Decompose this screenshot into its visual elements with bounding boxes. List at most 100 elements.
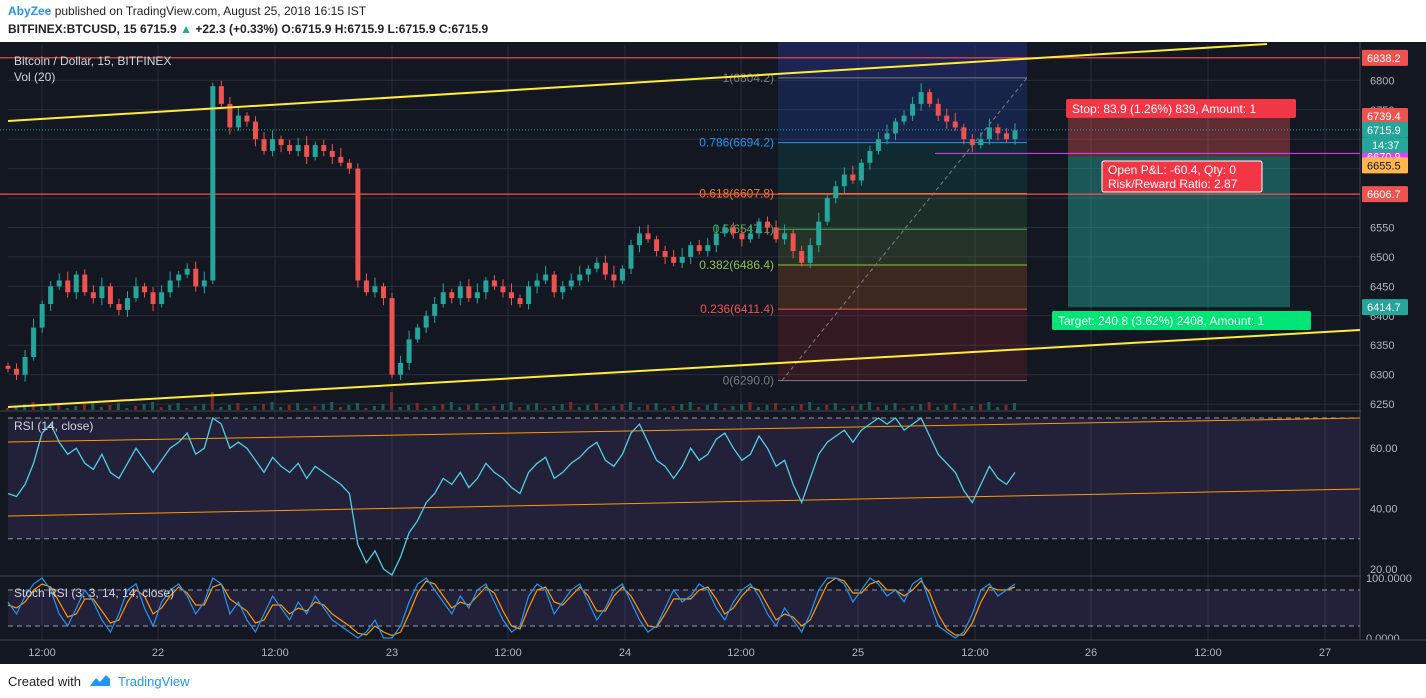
price-tag-label: 6739.4 bbox=[1367, 111, 1401, 123]
price-tick-label: 6500 bbox=[1370, 252, 1394, 264]
fib-zone bbox=[778, 229, 1027, 265]
candle-body bbox=[39, 304, 45, 328]
volume-bar bbox=[210, 392, 214, 410]
price-tag-label: 6606.7 bbox=[1367, 189, 1401, 201]
candle-body bbox=[176, 274, 182, 281]
price-tag-box bbox=[1362, 186, 1408, 203]
volume-bar bbox=[168, 405, 172, 410]
volume-bar bbox=[884, 405, 888, 410]
volume-bar bbox=[756, 407, 760, 410]
volume-bar bbox=[893, 403, 897, 410]
volume-bar bbox=[765, 405, 769, 410]
rsi-tick-label: 60.00 bbox=[1370, 443, 1398, 455]
candle-body bbox=[440, 292, 446, 305]
fib-level-label: 0.236(6411.4) bbox=[700, 302, 774, 316]
candle-body bbox=[321, 145, 327, 151]
volume-bar bbox=[500, 404, 504, 410]
candle-body bbox=[696, 245, 702, 252]
volume-bar bbox=[296, 403, 300, 410]
candle-body bbox=[159, 292, 165, 305]
price-tag-label: 6838.2 bbox=[1367, 53, 1401, 65]
candle-body bbox=[978, 139, 984, 146]
stop-label: Stop: 83.9 (1.26%) 839, Amount: 1 bbox=[1072, 102, 1256, 116]
candle-body bbox=[363, 280, 369, 293]
candle-body bbox=[671, 256, 677, 263]
volume-bar bbox=[1013, 403, 1016, 410]
time-tick-label: 26 bbox=[1085, 647, 1097, 659]
candle-body bbox=[22, 357, 28, 375]
candle-body bbox=[423, 315, 429, 328]
volume-bar bbox=[722, 408, 726, 410]
fib-trend-line bbox=[781, 77, 1028, 381]
rsi-tick-label: 40.00 bbox=[1370, 504, 1398, 516]
volume-bar bbox=[961, 408, 965, 410]
overlay-labels: Bitcoin / Dollar, 15, BITFINEX Vol (20) … bbox=[14, 54, 174, 600]
candle-body bbox=[90, 292, 96, 299]
candle-body bbox=[935, 103, 941, 116]
volume-bar bbox=[603, 408, 607, 410]
pnl-label-box bbox=[1101, 160, 1263, 193]
candle-body bbox=[346, 162, 352, 169]
price-tick-label: 6550 bbox=[1370, 223, 1394, 235]
candle-body bbox=[372, 286, 378, 293]
tradingview-link[interactable]: TradingView bbox=[118, 674, 190, 689]
candle-body bbox=[893, 121, 899, 134]
volume-bar bbox=[714, 403, 718, 410]
price-tick-label: 6300 bbox=[1370, 370, 1394, 382]
trend-lines bbox=[7, 43, 1361, 408]
created-with-text: Created with bbox=[8, 674, 81, 689]
candle-body bbox=[833, 186, 839, 199]
volume-bar bbox=[116, 403, 120, 410]
author-link[interactable]: AbyZee bbox=[8, 4, 52, 18]
price-chart[interactable]: 1(6804.2)0.786(6694.2)0.618(6607.8)0.5(6… bbox=[0, 0, 1426, 664]
candle-body bbox=[466, 286, 472, 299]
candle-body bbox=[594, 262, 600, 269]
ohlc-text: O:6715.9 H:6715.9 L:6715.9 C:6715.9 bbox=[281, 22, 489, 36]
candle-body bbox=[927, 92, 933, 104]
candle-body bbox=[483, 280, 489, 293]
candle-body bbox=[944, 115, 950, 122]
candle-body bbox=[654, 239, 660, 252]
candle-body bbox=[449, 292, 455, 299]
volume-bar bbox=[577, 407, 581, 410]
published-text: published on TradingView.com, August 25,… bbox=[54, 4, 367, 18]
candle-body bbox=[201, 280, 207, 287]
candle-body bbox=[662, 251, 668, 257]
candle-body bbox=[1012, 130, 1018, 140]
price-tick-label: 6250 bbox=[1370, 399, 1394, 411]
candle-body bbox=[304, 145, 310, 157]
volume-bar bbox=[270, 402, 274, 410]
candle-body bbox=[730, 227, 736, 234]
volume-bar bbox=[833, 403, 837, 410]
volume-bar bbox=[782, 408, 786, 410]
price-tick-label: 6450 bbox=[1370, 281, 1394, 293]
time-tick-label: 12:00 bbox=[261, 647, 289, 659]
volume-bar bbox=[415, 403, 419, 410]
volume-bar bbox=[381, 404, 385, 410]
stoch-k-line bbox=[7, 577, 1016, 639]
candle-body bbox=[884, 133, 890, 140]
candle-body bbox=[568, 280, 574, 287]
price-tag-box bbox=[1362, 49, 1408, 66]
volume-bar bbox=[560, 404, 564, 410]
target-label-box bbox=[1052, 311, 1311, 330]
time-axis-background bbox=[0, 640, 1426, 664]
volume-bar bbox=[466, 405, 470, 410]
volume-bar bbox=[628, 402, 632, 410]
volume-bar bbox=[637, 407, 641, 410]
candle-body bbox=[312, 145, 318, 157]
lower-channel-line bbox=[7, 329, 1361, 408]
candle-body bbox=[807, 245, 813, 263]
countdown-box bbox=[1362, 137, 1408, 153]
target-label: Target: 240.8 (3.62%) 2408, Amount: 1 bbox=[1058, 314, 1264, 328]
volume-bar bbox=[663, 408, 667, 410]
candle-body bbox=[227, 103, 233, 128]
volume-bar bbox=[159, 407, 163, 410]
fib-zone bbox=[778, 309, 1027, 381]
volume-bar bbox=[535, 403, 539, 410]
rsi-tick-label: 20.00 bbox=[1370, 564, 1398, 576]
fibonacci-retracement: 1(6804.2)0.786(6694.2)0.618(6607.8)0.5(6… bbox=[699, 42, 1028, 388]
price-tick-label: 6800 bbox=[1370, 75, 1394, 87]
volume-bar bbox=[944, 405, 948, 410]
volume-bar bbox=[347, 405, 351, 410]
